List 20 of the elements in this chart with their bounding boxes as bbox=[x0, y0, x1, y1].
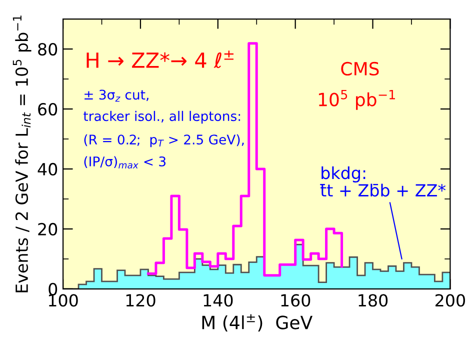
y-axis-title: Events / 2 GeV for L$_{int}$ = 10$^{5}$ pb$^{−1}$ bbox=[12, 16, 32, 292]
annotation: tracker isol., all leptons: bbox=[84, 110, 240, 124]
x-axis-title: M (4l$^{±}$) GeV bbox=[202, 314, 312, 332]
x-tick-label: 180 bbox=[358, 294, 388, 307]
y-tick-label: 20 bbox=[38, 222, 58, 236]
x-tick-label: 140 bbox=[204, 294, 233, 307]
annotation: ± 3σ$_{z}$ cut, bbox=[84, 90, 148, 102]
annotation: (IP/σ)$_{max}$ < 3 bbox=[84, 156, 166, 169]
x-tick-label: 200 bbox=[436, 294, 465, 307]
x-tick-label: 120 bbox=[126, 294, 156, 307]
y-tick-label: 40 bbox=[38, 162, 58, 176]
annotation: H → ZZ*→ 4 ℓ$^{±}$ bbox=[86, 50, 234, 68]
x-tick-label: 100 bbox=[48, 294, 78, 307]
x-tick-label: 160 bbox=[281, 294, 310, 307]
y-tick-label: 60 bbox=[38, 102, 58, 116]
y-tick-label: 80 bbox=[38, 42, 58, 56]
annotation: bkdg: t̄t + Zb̄b + ZZ* bbox=[320, 166, 446, 197]
annotation: CMS bbox=[341, 62, 379, 76]
annotation: (R = 0.2; p$_{T}$ > 2.5 GeV), bbox=[84, 134, 244, 148]
annotation: 10$^{5}$ pb$^{−1}$ bbox=[318, 90, 395, 110]
